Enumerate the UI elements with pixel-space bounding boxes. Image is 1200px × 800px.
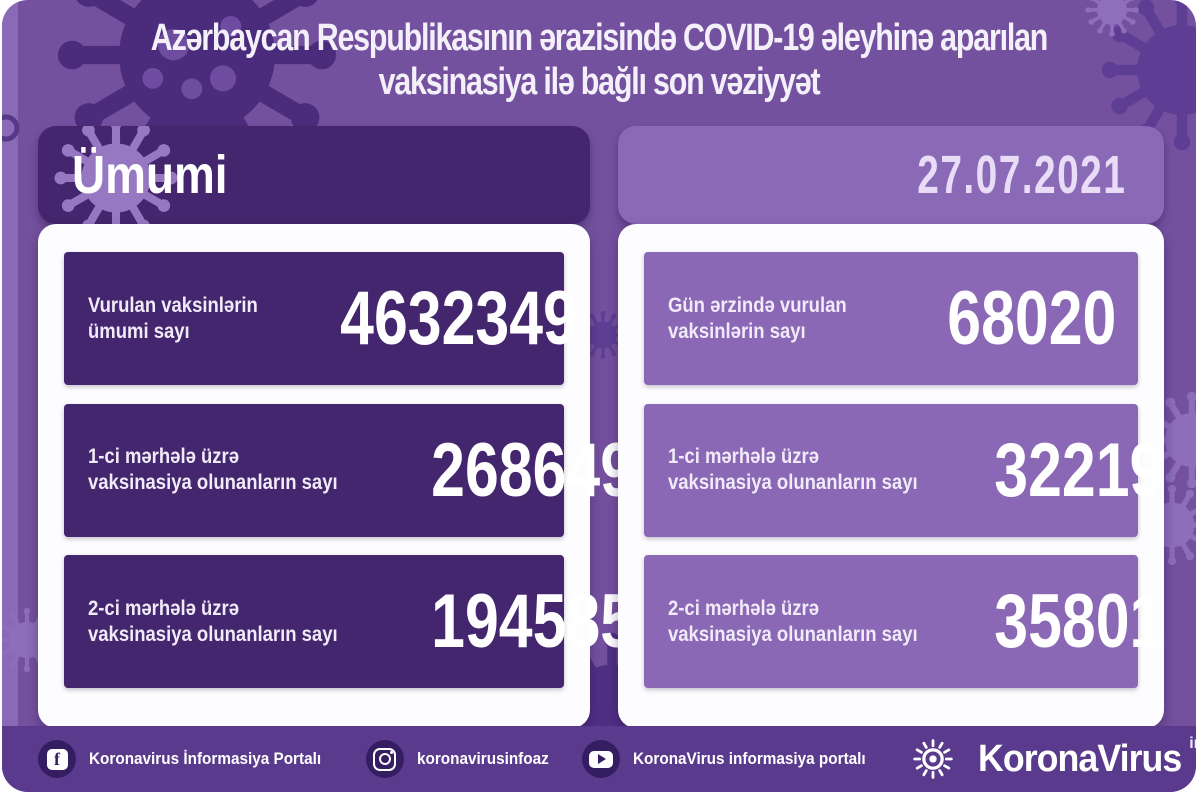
stat-label-line2: vaksinasiya olunanların sayı	[668, 471, 918, 494]
koronavirus-info-logo: KoronaVirus info	[911, 735, 1196, 781]
stat-label: Vurulan vaksinlərin ümumi sayı	[88, 293, 281, 345]
youtube-icon	[582, 740, 621, 778]
stat-value: 68020	[946, 276, 1116, 361]
facebook-label: Koronavirus İnformasiya Portalı	[89, 749, 322, 768]
footer-bar: Koronavirus İnformasiya Portalı koronavi…	[2, 726, 1196, 792]
stat-label: Gün ərzində vurulan vaksinlərin sayı	[668, 293, 871, 345]
stat-value: 32219	[993, 427, 1163, 513]
instagram-link[interactable]: koronavirusinfoaz	[365, 740, 563, 778]
right-panel-header: 27.07.2021	[618, 126, 1164, 224]
left-panel-title: Ümumi	[72, 145, 228, 205]
title-line-2: vaksinasiya ilə bağlı son vəziyyət	[378, 61, 821, 103]
stat-label: 1-ci mərhələ üzrə vaksinasiya olunanları…	[668, 444, 952, 496]
stat-row-phase1-daily: 1-ci mərhələ üzrə vaksinasiya olunanları…	[644, 403, 1163, 537]
title-line-1: Azərbaycan Respublikasının ərazisində CO…	[150, 17, 1049, 59]
stat-row-total-vaccines: Vurulan vaksinlərin ümumi sayı 4632349	[64, 252, 577, 385]
stat-label-line2: vaksinlərin sayı	[668, 319, 806, 343]
instagram-icon	[365, 740, 404, 778]
stat-label-line1: 1-ci mərhələ üzrə	[668, 445, 820, 468]
stat-label-line1: Vurulan vaksinlərin	[88, 293, 258, 317]
logo-superscript: info	[1189, 735, 1196, 752]
stat-value: 35801	[993, 579, 1163, 664]
stat-row-phase2-total: 2-ci mərhələ üzrə vaksinasiya olunanları…	[64, 555, 668, 688]
youtube-link[interactable]: KoronaVirus informasiya portalı	[582, 740, 892, 778]
stat-label-line2: vaksinasiya olunanların sayı	[88, 622, 338, 646]
right-stats-card: Gün ərzində vurulan vaksinlərin sayı 680…	[618, 224, 1164, 728]
left-edge-highlight	[2, 0, 18, 792]
facebook-link[interactable]: Koronavirus İnformasiya Portalı	[38, 740, 347, 778]
stat-label-line1: 2-ci mərhələ üzrə	[88, 596, 240, 620]
stat-label-line1: Gün ərzində vurulan	[668, 293, 847, 317]
youtube-label: KoronaVirus informasiya portalı	[633, 749, 867, 768]
stat-label-line1: 1-ci mərhələ üzrə	[88, 445, 240, 468]
report-date: 27.07.2021	[917, 145, 1126, 205]
stat-value: 4632349	[340, 276, 577, 361]
virus-logo-icon	[913, 739, 953, 779]
logo-text: KoronaVirus	[977, 737, 1182, 780]
stat-label: 1-ci mərhələ üzrə vaksinasiya olunanları…	[88, 444, 372, 496]
stat-label-line2: ümumi sayı	[88, 319, 190, 343]
stat-row-daily-vaccines: Gün ərzində vurulan vaksinlərin sayı 680…	[644, 252, 1138, 385]
left-panel-header: Ümumi	[38, 126, 590, 224]
instagram-label: koronavirusinfoaz	[416, 749, 549, 768]
facebook-icon	[38, 740, 76, 778]
stat-label-line1: 2-ci mərhələ üzrə	[668, 596, 820, 620]
stat-row-phase2-daily: 2-ci mərhələ üzrə vaksinasiya olunanları…	[644, 555, 1163, 688]
left-stats-card: Vurulan vaksinlərin ümumi sayı 4632349 1…	[38, 224, 668, 728]
page-title: Azərbaycan Respublikasının ərazisində CO…	[2, 16, 1196, 104]
stat-label: 2-ci mərhələ üzrə vaksinasiya olunanları…	[668, 596, 952, 648]
stat-label: 2-ci mərhələ üzrə vaksinasiya olunanları…	[88, 596, 372, 648]
stat-label-line2: vaksinasiya olunanların sayı	[88, 471, 338, 494]
stat-row-phase1-total: 1-ci mərhələ üzrə vaksinasiya olunanları…	[64, 403, 668, 537]
stat-label-line2: vaksinasiya olunanların sayı	[668, 622, 918, 646]
